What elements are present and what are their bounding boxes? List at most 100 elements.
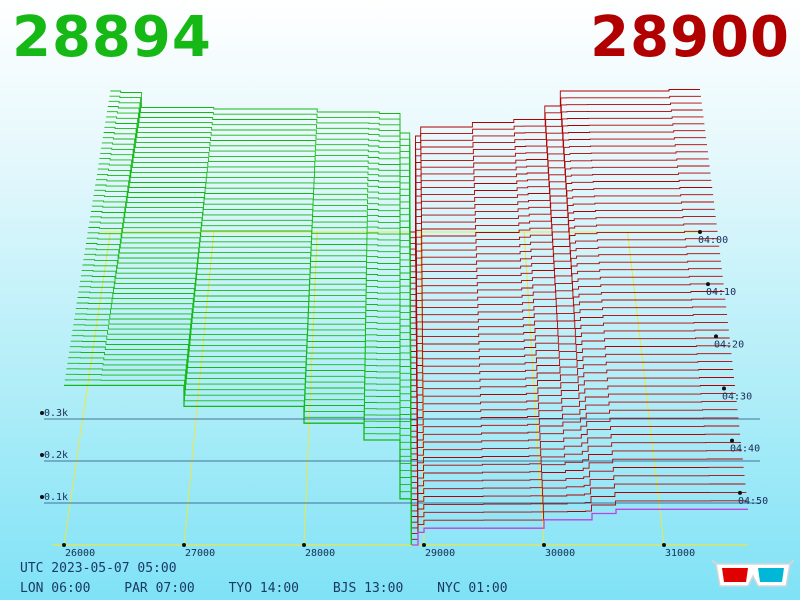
ask-depth-line bbox=[411, 253, 721, 364]
ask-depth-line bbox=[410, 102, 702, 244]
x-tick-dot bbox=[182, 543, 186, 547]
ask-depth-line bbox=[410, 158, 709, 290]
time-tick-dot bbox=[730, 438, 734, 443]
bid-depth-line bbox=[75, 313, 412, 471]
x-tick-dot bbox=[62, 543, 66, 547]
bid-depth-line bbox=[73, 324, 412, 483]
bid-depth-line bbox=[75, 307, 412, 466]
x-tick-label: 26000 bbox=[65, 548, 95, 559]
ask-depth-line bbox=[411, 345, 731, 432]
zone-bjs: BJS 13:00 bbox=[332, 581, 404, 596]
bid-depth-line bbox=[77, 297, 412, 454]
y-tick-dot bbox=[40, 453, 44, 457]
3d-glasses-icon[interactable] bbox=[712, 556, 794, 592]
x-gridline bbox=[627, 231, 665, 546]
zone-nyc: NYC 01:00 bbox=[437, 581, 508, 596]
bid-price: 28894 bbox=[12, 5, 212, 70]
bid-depth-line bbox=[76, 302, 412, 460]
ask-depth-line bbox=[410, 201, 714, 324]
ask-depth-line bbox=[410, 230, 718, 347]
time-tick-dot bbox=[738, 490, 742, 495]
zone-lon: LON 06:00 bbox=[20, 581, 91, 596]
ask-depth-line bbox=[411, 385, 735, 461]
ask-depth-line bbox=[411, 260, 721, 370]
x-tick-label: 27000 bbox=[185, 548, 215, 559]
ask-depth-line bbox=[410, 137, 707, 273]
y-tick-label: 0.3k bbox=[44, 408, 68, 419]
x-tick-dot bbox=[302, 543, 306, 547]
time-tick-dot bbox=[706, 282, 710, 287]
bid-depth-line bbox=[64, 384, 412, 545]
ask-depth-line bbox=[411, 466, 744, 517]
bid-depth-line bbox=[85, 248, 412, 403]
bid-depth-line bbox=[65, 373, 412, 534]
ask-depth-line bbox=[411, 491, 747, 535]
ask-depth-line bbox=[412, 500, 748, 540]
time-tick-label: 04:50 bbox=[738, 496, 768, 507]
x-tick-dot bbox=[542, 543, 546, 547]
ask-depth-line bbox=[411, 321, 728, 415]
ask-depth-line bbox=[411, 441, 741, 500]
ask-depth-line bbox=[411, 425, 740, 489]
x-gridline bbox=[63, 231, 111, 546]
ask-depth-line bbox=[410, 194, 714, 318]
x-tick-label: 30000 bbox=[545, 548, 575, 559]
ask-depth-line bbox=[410, 216, 716, 335]
ask-depth-line bbox=[411, 275, 723, 381]
bid-depth-line bbox=[64, 379, 412, 540]
bid-depth-line bbox=[68, 357, 412, 517]
x-tick-label: 28000 bbox=[305, 548, 335, 559]
ask-depth-line bbox=[411, 369, 734, 449]
ask-depth-line bbox=[412, 508, 748, 546]
time-tick-label: 04:30 bbox=[722, 392, 752, 403]
time-tick-label: 04:10 bbox=[706, 287, 736, 298]
x-tick-label: 29000 bbox=[425, 548, 455, 559]
ask-depth-line bbox=[411, 314, 728, 409]
ask-depth-line bbox=[410, 179, 712, 307]
ask-depth-line bbox=[410, 109, 703, 250]
ask-depth-line bbox=[410, 116, 704, 256]
time-tick-dot bbox=[714, 334, 718, 339]
time-tick-label: 04:00 bbox=[698, 235, 728, 246]
bid-depth-line bbox=[96, 179, 411, 329]
ask-depth-line bbox=[411, 268, 722, 375]
y-tick-label: 0.1k bbox=[44, 492, 68, 503]
ask-depth-line bbox=[411, 337, 730, 426]
ask-depth-line bbox=[411, 475, 745, 523]
x-gridline bbox=[523, 231, 545, 546]
ask-depth-line bbox=[410, 187, 713, 313]
ask-depth-line bbox=[411, 361, 733, 444]
ask-depth-line bbox=[411, 433, 741, 495]
time-tick-dot bbox=[698, 230, 702, 234]
ask-depth-line bbox=[411, 329, 729, 421]
timezone-clocks: LON 06:00 PAR 07:00 TYO 14:00 BJS 13:00 … bbox=[20, 581, 534, 596]
ask-depth-line bbox=[411, 401, 737, 472]
x-tick-label: 31000 bbox=[665, 548, 695, 559]
ask-depth-line bbox=[411, 483, 746, 529]
x-gridline bbox=[183, 231, 215, 546]
utc-timestamp: UTC 2023-05-07 05:00 bbox=[20, 561, 177, 576]
ask-depth-line bbox=[411, 450, 742, 506]
ask-depth-line bbox=[410, 144, 707, 278]
ask-depth-line bbox=[411, 393, 736, 466]
ask-depth-line bbox=[410, 208, 715, 330]
ask-depth-line bbox=[410, 151, 708, 284]
ask-depth-line bbox=[410, 123, 705, 261]
bid-depth-line bbox=[67, 362, 412, 523]
x-tick-dot bbox=[422, 543, 426, 547]
bid-depth-line bbox=[96, 173, 411, 324]
ask-depth-line bbox=[411, 409, 738, 478]
ask-depth-line bbox=[411, 417, 739, 483]
ask-depth-line bbox=[410, 223, 717, 341]
y-tick-dot bbox=[40, 411, 44, 415]
ask-depth-line bbox=[410, 130, 706, 267]
bid-depth-line bbox=[85, 243, 411, 397]
time-tick-label: 04:20 bbox=[714, 339, 744, 350]
ask-depth-line bbox=[410, 165, 710, 296]
ask-depth-line bbox=[410, 95, 701, 239]
y-tick-dot bbox=[40, 495, 44, 499]
bid-depth-line bbox=[66, 368, 412, 528]
ask-depth-line bbox=[411, 245, 720, 358]
bid-depth-line bbox=[74, 318, 412, 477]
